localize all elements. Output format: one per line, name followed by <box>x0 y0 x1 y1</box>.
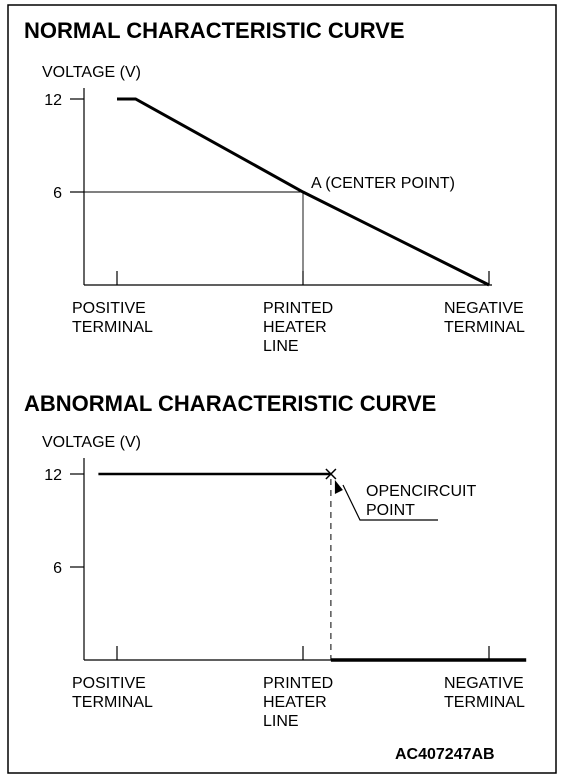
voltage-curve <box>117 97 490 287</box>
x-tick-label: LINE <box>263 338 299 355</box>
chart-title: ABNORMAL CHARACTERISTIC CURVE <box>24 391 436 416</box>
x-tick-label: HEATER <box>263 319 327 336</box>
y-tick-label: 6 <box>53 560 62 577</box>
y-axis-label: VOLTAGE (V) <box>42 434 141 451</box>
annotation-center-point: A (CENTER POINT) <box>311 175 455 192</box>
y-axis-label: VOLTAGE (V) <box>42 64 141 81</box>
x-tick-label: NEGATIVE <box>444 300 524 317</box>
y-tick-label: 12 <box>44 92 62 109</box>
x-tick-label: PRINTED <box>263 675 333 692</box>
chart-title: NORMAL CHARACTERISTIC CURVE <box>24 18 405 43</box>
x-tick-label: TERMINAL <box>72 319 153 336</box>
x-tick-label: TERMINAL <box>444 694 525 711</box>
x-tick-label: PRINTED <box>263 300 333 317</box>
abnormal-chart: ABNORMAL CHARACTERISTIC CURVE VOLTAGE (V… <box>24 391 527 730</box>
normal-chart: NORMAL CHARACTERISTIC CURVE VOLTAGE (V) … <box>24 18 525 355</box>
y-tick-label: 6 <box>53 185 62 202</box>
x-tick-label: TERMINAL <box>444 319 525 336</box>
figure-border <box>7 4 557 774</box>
figure-code: AC407247AB <box>395 746 495 763</box>
x-tick-label: LINE <box>263 713 299 730</box>
x-tick-label: POSITIVE <box>72 300 146 317</box>
x-tick-label: POSITIVE <box>72 675 146 692</box>
annotation-arrow <box>334 480 343 494</box>
annotation-leader-line <box>342 484 438 521</box>
annotation-opencircuit-point: OPENCIRCUIT <box>366 483 476 500</box>
y-tick-label: 12 <box>44 467 62 484</box>
x-tick-label: HEATER <box>263 694 327 711</box>
x-tick-label: NEGATIVE <box>444 675 524 692</box>
x-tick-label: TERMINAL <box>72 694 153 711</box>
opencircuit-marker <box>325 468 337 480</box>
annotation-opencircuit-point: POINT <box>366 502 415 519</box>
